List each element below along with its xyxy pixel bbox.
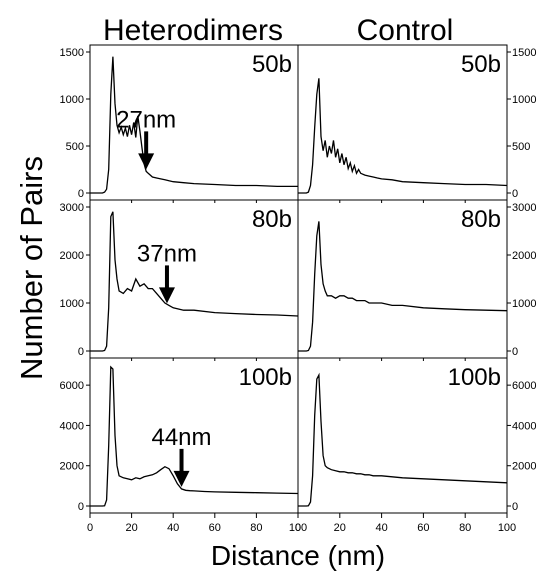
y-tick-label: 2000 [512,461,536,473]
annotation-arrowhead [138,153,155,170]
y-tick-label: 0 [78,188,84,200]
y-tick-label: 0 [78,346,84,358]
data-line-heterodimers [90,365,298,507]
x-tick-label: 60 [209,522,221,534]
data-line-heterodimers [90,211,298,352]
y-tick-label: 4000 [60,420,84,432]
y-tick-label: 4000 [512,420,536,432]
y-tick-label: 0 [512,188,518,200]
panel-label-100b: 100b [239,364,292,391]
y-tick-label: 1000 [512,298,536,310]
y-tick-label: 2000 [60,461,84,473]
panel-80b-heterodimers: 0 1000 2000 3000 80b 37nm [60,199,299,361]
panel-frame [297,357,508,514]
panel-100b-heterodimers: 0 2000 4000 6000 0 20 40 60 80 100 100b 44nm [60,357,307,534]
y-tick-label: 6000 [60,380,84,392]
panel-label-50b: 50b [252,51,292,78]
panel-label-80b: 80b [461,206,501,233]
annotation-arrowhead [173,470,190,487]
panel-50b-control: 0 500 1000 1500 50b [297,44,536,203]
y-tick-label: 1500 [512,47,536,59]
x-tick-label: 0 [87,522,93,534]
annotation-label-44nm: 44nm [151,424,211,451]
y-tick-label: 1000 [512,94,536,106]
data-line-control [298,372,507,507]
y-tick-label: 500 [512,141,530,153]
x-tick-label: 60 [417,522,429,534]
panel-label-100b: 100b [448,364,501,391]
x-tick-label: 40 [167,522,179,534]
y-tick-label: 0 [78,501,84,513]
x-tick-label: 40 [375,522,387,534]
y-axis-label: Number of Pairs [14,156,49,380]
panel-50b-heterodimers: 0 500 1000 1500 50b 27nm [60,44,299,203]
annotation-label-27nm: 27nm [116,106,176,133]
x-tick-label: 80 [250,522,262,534]
y-tick-label: 1000 [60,94,84,106]
data-line-heterodimers [90,56,298,194]
y-tick-label: 2000 [512,250,536,262]
panel-100b-control: 0 2000 4000 6000 0 20 40 60 80 100 100b [295,357,536,534]
annotation-arrowhead [158,287,175,304]
y-tick-label: 1000 [60,298,84,310]
x-tick-label: 80 [459,522,471,534]
x-tick-label: 20 [334,522,346,534]
panel-label-50b: 50b [461,51,501,78]
panel-label-80b: 80b [252,206,292,233]
x-tick-label: 20 [125,522,137,534]
data-line-control [298,221,507,352]
y-tick-label: 0 [512,501,518,513]
y-tick-label: 3000 [60,202,84,214]
y-tick-label: 6000 [512,380,536,392]
y-tick-label: 500 [66,141,84,153]
y-tick-label: 3000 [512,202,536,214]
x-tick-label: 100 [289,522,307,534]
annotation-label-37nm: 37nm [137,240,197,267]
y-tick-label: 0 [512,346,518,358]
data-line-control [298,78,507,194]
column-title-control: Control [357,14,454,47]
y-tick-label: 2000 [60,250,84,262]
panel-80b-control: 0 1000 2000 3000 80b [297,199,536,361]
x-axis-label: Distance (nm) [211,540,385,571]
x-tick-label: 0 [295,522,301,534]
y-tick-label: 1500 [60,47,84,59]
column-title-heterodimers: Heterodimers [103,14,283,47]
x-tick-label: 100 [498,522,516,534]
